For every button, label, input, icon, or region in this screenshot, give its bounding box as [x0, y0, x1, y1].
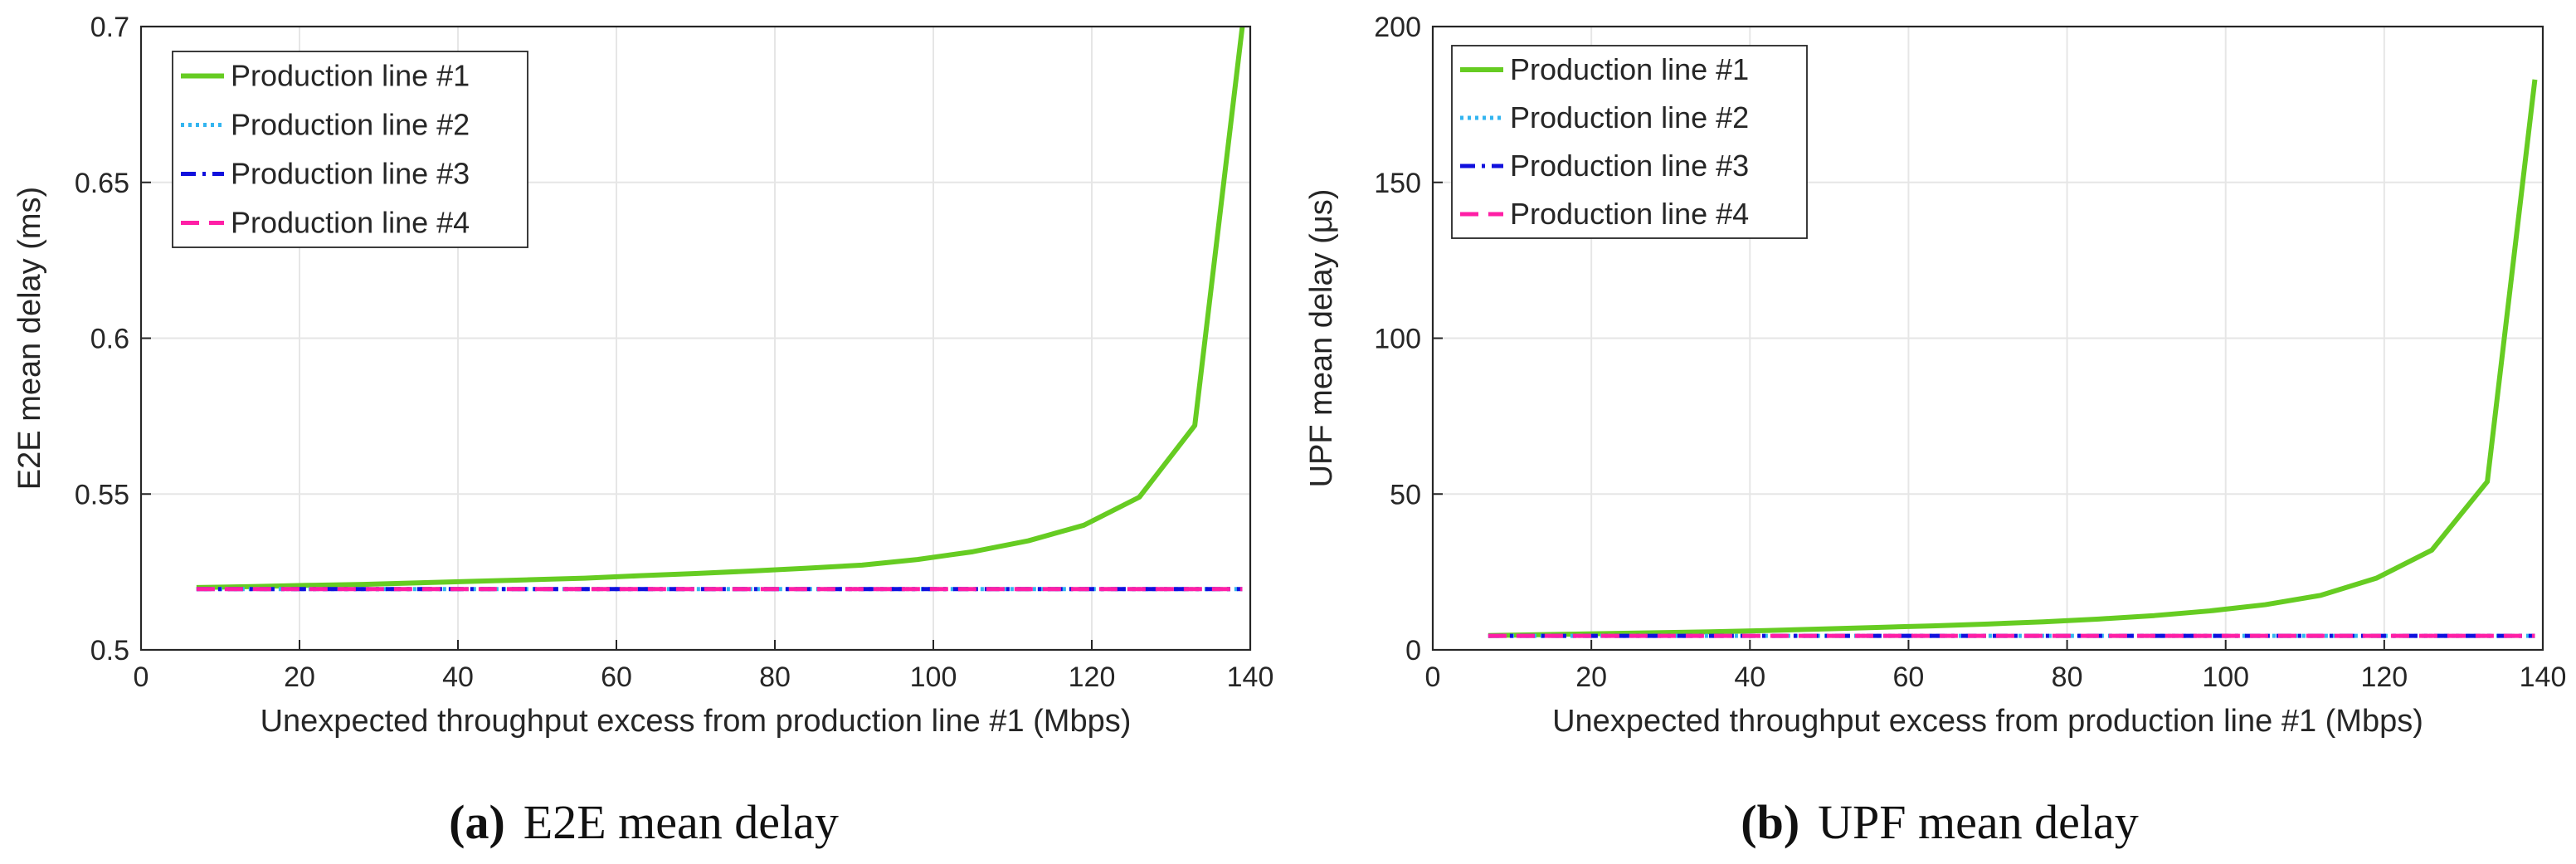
y-tick-label: 200	[1374, 12, 1421, 43]
x-tick-label: 20	[1575, 661, 1607, 693]
panel-caption: (a) E2E mean delay	[449, 795, 839, 849]
x-axis-label: Unexpected throughput excess from produc…	[261, 704, 1132, 739]
plot-area	[196, 27, 1245, 592]
legend-entry-1: Production line #1	[231, 59, 470, 93]
x-tick-label: 0	[134, 661, 149, 693]
legend-entry-2: Production line #2	[231, 108, 470, 142]
plot-area	[1488, 79, 2538, 638]
y-axis-label: E2E mean delay (ms)	[12, 187, 47, 490]
x-tick-label: 140	[1227, 661, 1274, 693]
x-tick-label: 60	[1893, 661, 1925, 693]
y-tick-label: 0	[1405, 635, 1421, 666]
panel-label: (a)	[449, 795, 505, 849]
x-tick-label: 100	[910, 661, 957, 693]
chart-panel-b: 0 20 40 60 80 100 120 140 0 50 100 150 200 Unexpected…	[1304, 12, 2566, 849]
x-tick-label: 140	[2520, 661, 2567, 693]
legend-box	[172, 51, 528, 248]
legend: Production line #1 Production line #2 Prod…	[1451, 45, 1808, 239]
panel-caption-text: E2E mean delay	[523, 795, 839, 849]
panel-label: (b)	[1741, 795, 1799, 849]
legend-entry-3: Production line #3	[1510, 149, 1749, 183]
y-tick-label: 50	[1390, 479, 1421, 510]
y-tick-label: 0.55	[75, 479, 129, 510]
y-tick-label: 0.5	[90, 635, 129, 666]
x-tick-label: 20	[284, 661, 315, 693]
x-tick-label: 120	[1069, 661, 1116, 693]
x-tick-label: 120	[2360, 661, 2408, 693]
x-tick-label: 80	[2052, 661, 2083, 693]
legend: Production line #1 Production line #2 Prod…	[172, 51, 528, 248]
legend-entry-2: Production line #2	[1510, 100, 1749, 134]
series-line-1	[196, 27, 1245, 590]
legend-entry-3: Production line #3	[231, 157, 470, 191]
legend-box	[1451, 45, 1808, 239]
legend-entry-4: Production line #4	[1510, 197, 1749, 231]
y-tick-label: 150	[1374, 168, 1421, 199]
y-tick-label: 0.7	[90, 12, 129, 43]
x-tick-label: 80	[759, 661, 791, 693]
x-tick-label: 40	[1734, 661, 1765, 693]
panel-caption: (b) UPF mean delay	[1741, 795, 2139, 849]
x-tick-label: 0	[1425, 661, 1441, 693]
y-axis-label: UPF mean delay (μs)	[1304, 189, 1339, 488]
panel-caption-text: UPF mean delay	[1818, 795, 2139, 849]
series-line-1	[1488, 79, 2538, 638]
y-tick-label: 0.6	[90, 324, 129, 355]
legend-entry-1: Production line #1	[1510, 52, 1749, 86]
x-axis-label: Unexpected throughput excess from produc…	[1552, 704, 2423, 739]
x-tick-label: 60	[601, 661, 632, 693]
x-tick-label: 100	[2202, 661, 2249, 693]
y-tick-label: 100	[1374, 324, 1421, 355]
chart-panel-a: 0 20 40 60 80 100 120 140 0.5 0.55 0.6 0.65 0.7 Unexp…	[12, 12, 1273, 849]
legend-entry-4: Production line #4	[231, 206, 470, 240]
y-tick-label: 0.65	[75, 168, 129, 199]
x-tick-label: 40	[442, 661, 474, 693]
